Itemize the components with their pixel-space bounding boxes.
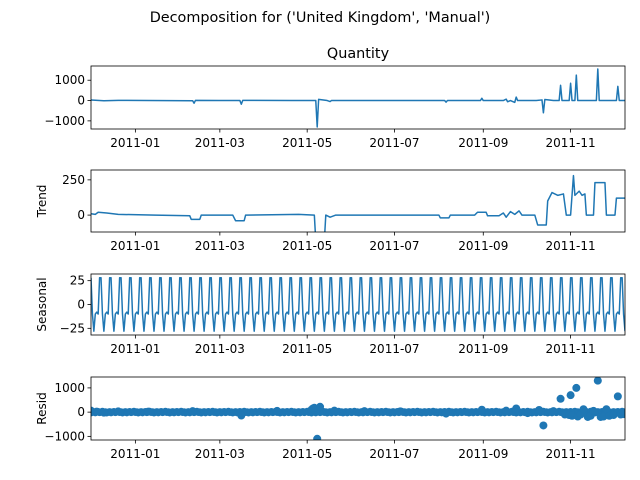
y-axis-label: Resid — [35, 392, 49, 424]
resid-point — [556, 394, 565, 403]
resid-point — [273, 406, 282, 415]
resid-point — [523, 409, 532, 418]
resid-point — [613, 392, 622, 401]
y-tick-label: 0 — [77, 94, 85, 108]
resid-point — [502, 406, 511, 415]
resid-point — [316, 402, 325, 411]
resid-point — [512, 404, 521, 413]
resid-point — [593, 377, 602, 385]
y-axis-label: Seasonal — [35, 277, 49, 331]
x-tick-label: 2011-11 — [546, 447, 596, 461]
x-tick-label: 2011-07 — [369, 342, 419, 356]
x-tick-label: 2011-05 — [282, 342, 332, 356]
x-tick-label: 2011-09 — [458, 342, 508, 356]
x-tick-label: 2011-07 — [369, 447, 419, 461]
x-tick-label: 2011-03 — [195, 342, 245, 356]
resid-point — [99, 408, 108, 417]
axes-frame — [90, 65, 626, 130]
figure-title: Decomposition for ('United Kingdom', 'Ma… — [150, 10, 491, 26]
y-tick-label: −1000 — [44, 429, 85, 443]
x-tick-label: 2011-01 — [110, 447, 160, 461]
resid-point — [572, 383, 581, 392]
resid-point — [609, 411, 618, 420]
x-tick-label: 2011-05 — [282, 447, 332, 461]
axes-frame — [90, 376, 626, 441]
panels: −1000 0 1000 2011-01 2011-03 2011-05 2011-07 20… — [35, 46, 626, 461]
panel-2: 0 250 2011-01 2011-03 2011-05 2011-07 2011-09 2… — [35, 169, 626, 253]
resid-point — [549, 407, 558, 416]
y-tick-label: 250 — [62, 173, 85, 187]
resid-point — [92, 407, 101, 416]
resid-point — [566, 391, 575, 400]
panel-title: Quantity — [327, 46, 390, 62]
x-tick-label: 2011-09 — [458, 136, 508, 150]
x-tick-label: 2011-05 — [282, 239, 332, 253]
resid-point — [237, 411, 246, 420]
series-line — [91, 174, 625, 232]
x-tick-label: 2011-03 — [195, 136, 245, 150]
panel-4: −1000 0 1000 2011-01 2011-03 2011-05 2011-07 20… — [35, 376, 626, 461]
y-tick-label: 0 — [77, 298, 85, 312]
x-tick-label: 2011-07 — [369, 239, 419, 253]
x-tick-label: 2011-09 — [458, 239, 508, 253]
x-tick-label: 2011-01 — [110, 239, 160, 253]
x-tick-label: 2011-11 — [546, 342, 596, 356]
y-tick-label: 0 — [77, 208, 85, 222]
y-tick-label: 25 — [70, 274, 85, 288]
x-tick-label: 2011-07 — [369, 136, 419, 150]
resid-point — [619, 410, 625, 419]
y-axis-label: Trend — [35, 185, 49, 219]
panel-data — [91, 68, 625, 128]
resid-point — [396, 407, 405, 416]
x-tick-label: 2011-05 — [282, 136, 332, 150]
y-tick-label: −25 — [60, 321, 85, 335]
resid-point — [602, 405, 611, 414]
resid-point — [477, 405, 486, 414]
panel-3: −25 0 25 2011-01 2011-03 2011-05 2011-07 2011-0… — [35, 273, 626, 356]
resid-point — [188, 407, 197, 416]
series-line — [91, 277, 625, 332]
panel-data — [91, 377, 625, 440]
series-line — [91, 68, 625, 128]
y-tick-label: 1000 — [54, 381, 85, 395]
x-tick-label: 2011-03 — [195, 447, 245, 461]
resid-point — [589, 406, 598, 415]
resid-point — [535, 405, 544, 414]
panel-data — [91, 277, 625, 332]
x-tick-label: 2011-11 — [546, 136, 596, 150]
y-tick-label: −1000 — [44, 114, 85, 128]
x-tick-label: 2011-01 — [110, 342, 160, 356]
resid-point — [144, 407, 153, 416]
resid-point — [330, 406, 339, 415]
panel-1: −1000 0 1000 2011-01 2011-03 2011-05 2011-07 20… — [44, 46, 626, 150]
resid-point — [114, 407, 123, 416]
y-tick-label: 1000 — [54, 73, 85, 87]
resid-point — [539, 421, 548, 430]
x-tick-label: 2011-03 — [195, 239, 245, 253]
resid-point — [313, 434, 322, 440]
x-tick-label: 2011-09 — [458, 447, 508, 461]
x-tick-label: 2011-01 — [110, 136, 160, 150]
resid-point — [442, 409, 451, 418]
resid-point — [360, 407, 369, 416]
x-tick-label: 2011-11 — [546, 239, 596, 253]
panel-data — [91, 174, 625, 232]
resid-point — [579, 405, 588, 414]
axes-frame — [90, 169, 626, 233]
y-tick-label: 0 — [77, 405, 85, 419]
